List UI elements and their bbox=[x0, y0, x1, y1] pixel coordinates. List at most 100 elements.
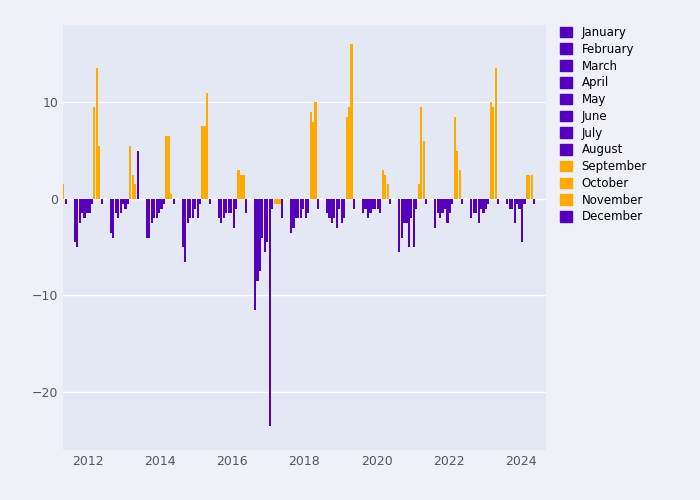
Bar bbox=[281, 199, 283, 218]
Bar bbox=[170, 194, 172, 199]
Bar bbox=[45, 199, 47, 214]
Bar bbox=[182, 199, 184, 247]
Bar bbox=[480, 199, 482, 208]
Bar bbox=[76, 199, 78, 247]
Bar bbox=[300, 199, 302, 218]
Bar bbox=[418, 184, 420, 199]
Bar bbox=[57, 174, 60, 199]
Bar bbox=[245, 199, 247, 214]
Bar bbox=[482, 199, 484, 214]
Bar bbox=[367, 199, 369, 218]
Bar bbox=[160, 199, 162, 208]
Bar bbox=[242, 174, 244, 199]
Bar bbox=[269, 199, 271, 426]
Bar bbox=[206, 92, 209, 199]
Bar bbox=[304, 199, 307, 218]
Bar bbox=[362, 199, 364, 214]
Bar bbox=[153, 199, 155, 218]
Bar bbox=[256, 199, 258, 281]
Bar bbox=[386, 184, 389, 199]
Bar bbox=[374, 199, 377, 208]
Bar bbox=[333, 199, 335, 218]
Bar bbox=[74, 199, 76, 242]
Bar bbox=[425, 199, 427, 203]
Bar bbox=[511, 199, 513, 208]
Bar bbox=[331, 199, 333, 223]
Bar bbox=[184, 199, 186, 262]
Bar bbox=[88, 199, 90, 214]
Bar bbox=[130, 146, 132, 199]
Bar bbox=[98, 146, 100, 199]
Bar bbox=[228, 199, 230, 214]
Bar bbox=[93, 107, 95, 199]
Bar bbox=[400, 199, 402, 237]
Bar bbox=[490, 102, 492, 199]
Bar bbox=[519, 199, 521, 208]
Bar bbox=[223, 199, 225, 218]
Bar bbox=[509, 199, 511, 208]
Bar bbox=[307, 199, 309, 214]
Bar bbox=[408, 199, 410, 247]
Bar bbox=[290, 199, 292, 232]
Bar bbox=[309, 112, 312, 199]
Bar bbox=[372, 199, 374, 208]
Bar bbox=[302, 199, 304, 208]
Bar bbox=[312, 122, 314, 199]
Bar bbox=[271, 199, 273, 208]
Bar bbox=[458, 170, 461, 199]
Bar bbox=[410, 199, 412, 218]
Bar bbox=[492, 107, 494, 199]
Bar bbox=[456, 150, 459, 199]
Bar bbox=[514, 199, 516, 223]
Bar bbox=[495, 68, 497, 199]
Bar bbox=[132, 174, 134, 199]
Bar bbox=[110, 199, 112, 232]
Bar bbox=[115, 199, 117, 214]
Bar bbox=[293, 199, 295, 228]
Bar bbox=[199, 199, 201, 203]
Bar bbox=[341, 199, 343, 223]
Bar bbox=[237, 170, 239, 199]
Bar bbox=[168, 136, 170, 199]
Bar bbox=[437, 199, 439, 214]
Bar bbox=[389, 199, 391, 203]
Bar bbox=[134, 184, 136, 199]
Bar bbox=[473, 199, 475, 214]
Bar bbox=[531, 174, 533, 199]
Bar bbox=[279, 199, 281, 203]
Bar bbox=[266, 199, 268, 242]
Bar bbox=[405, 199, 407, 223]
Bar bbox=[295, 199, 297, 218]
Bar bbox=[461, 199, 463, 203]
Bar bbox=[264, 199, 266, 252]
Bar bbox=[487, 199, 489, 203]
Bar bbox=[197, 199, 199, 218]
Bar bbox=[192, 199, 194, 218]
Bar bbox=[163, 199, 165, 203]
Bar bbox=[165, 136, 167, 199]
Bar bbox=[276, 199, 278, 203]
Bar bbox=[403, 199, 405, 223]
Bar bbox=[382, 170, 384, 199]
Bar bbox=[506, 199, 508, 203]
Bar bbox=[146, 199, 148, 237]
Bar bbox=[38, 199, 40, 281]
Bar bbox=[274, 199, 276, 203]
Bar bbox=[338, 199, 340, 208]
Bar bbox=[328, 199, 330, 218]
Bar bbox=[230, 199, 232, 214]
Bar bbox=[150, 199, 153, 223]
Bar bbox=[136, 150, 139, 199]
Bar bbox=[370, 199, 372, 214]
Bar bbox=[477, 199, 480, 223]
Bar bbox=[101, 199, 103, 203]
Bar bbox=[326, 199, 328, 214]
Bar bbox=[64, 199, 67, 203]
Bar bbox=[209, 199, 211, 203]
Bar bbox=[60, 184, 62, 199]
Bar bbox=[336, 199, 338, 228]
Bar bbox=[346, 117, 348, 199]
Bar bbox=[377, 199, 379, 208]
Bar bbox=[240, 174, 242, 199]
Bar bbox=[158, 199, 160, 214]
